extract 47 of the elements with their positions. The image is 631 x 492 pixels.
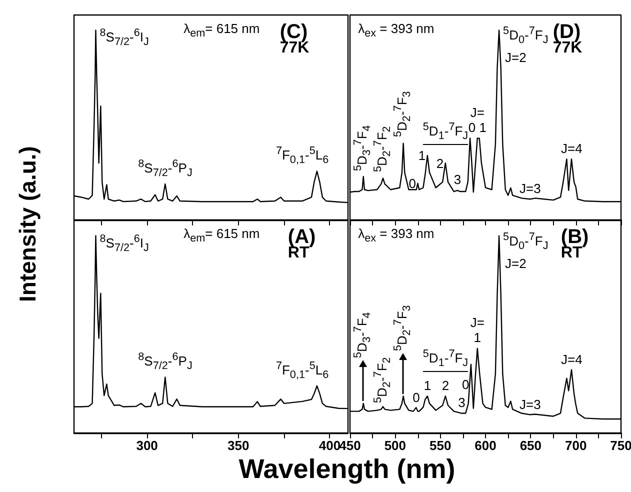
annotation: $^{8}$S$_{7/2}$-$^{6}$P$_{J}$	[138, 350, 192, 374]
annotation: $^{7}$F$_{0,1}$-$^{5}$L$_{6}$	[276, 358, 329, 383]
annotation: J=2	[505, 50, 526, 66]
x-axis-title: Wavelength (nm)	[238, 454, 456, 485]
chart-title: (B)	[560, 226, 589, 248]
chart-title: (D)	[552, 21, 581, 43]
annotation: J=3	[520, 181, 541, 196]
annotation: J=3	[520, 396, 541, 412]
annotation: 0	[462, 376, 470, 392]
annotation: 2	[436, 156, 444, 171]
annotation: J= 1	[470, 315, 484, 346]
x-tick-label: 500	[384, 438, 406, 453]
annotation: $^{7}$F$_{0,1}$-$^{5}$L$_{6}$	[276, 144, 329, 168]
x-tick-label: 450	[339, 438, 361, 453]
x-tick-label: 350	[228, 438, 250, 453]
annotation: $^{5}$D$_{1}$-$^{7}$F$_{J}$	[422, 347, 468, 372]
x-tick-label: 650	[520, 438, 542, 453]
annotation: 2	[442, 378, 450, 394]
x-tick-label: 400	[318, 438, 341, 453]
chart-title: (A)	[288, 226, 316, 248]
x-tick-label: 600	[474, 438, 496, 453]
annotation: λ$_{ex}$ = 393 nm	[358, 21, 434, 42]
annotation: 1	[418, 148, 426, 163]
annotation: λ$_{em}$= 615 nm	[184, 226, 260, 247]
y-axis-title: Intensity (a.u.)	[14, 146, 42, 302]
annotation: $^{5}$D$_{0}$-$^{7}$F$_{J}$	[503, 24, 548, 48]
annotation: J= 0 1	[468, 105, 486, 136]
x-tick-label: 550	[429, 438, 452, 453]
annotation: 3	[458, 395, 466, 410]
annotation: $^{5}$D$_{0}$-$^{7}$F$_{J}$	[503, 230, 548, 254]
annotation: λ$_{em}$= 615 nm	[184, 21, 260, 42]
annotation: 3	[454, 172, 462, 188]
annotation: 0	[408, 176, 416, 191]
annotation: $^{8}$S$_{7/2}$-$^{6}$I$_{J}$	[100, 26, 149, 50]
x-tick-label: 750	[610, 438, 631, 453]
annotation: $^{5}$D$_{1}$-$^{7}$F$_{J}$	[422, 120, 468, 145]
annotation: J=2	[505, 256, 526, 271]
annotation: 1	[424, 378, 432, 394]
annotation: J=4	[560, 352, 582, 367]
annotation: J=4	[560, 141, 582, 156]
x-tick-label: 300	[136, 438, 158, 453]
chart-title: (C)	[280, 21, 308, 43]
annotation: $^{8}$S$_{7/2}$-$^{6}$I$_{J}$	[100, 232, 149, 256]
x-tick-label: 700	[564, 438, 587, 453]
annotation: $^{8}$S$_{7/2}$-$^{6}$P$_{J}$	[138, 156, 192, 181]
annotation: 0	[412, 390, 420, 405]
annotation: λ$_{ex}$ = 393 nm	[358, 226, 434, 247]
